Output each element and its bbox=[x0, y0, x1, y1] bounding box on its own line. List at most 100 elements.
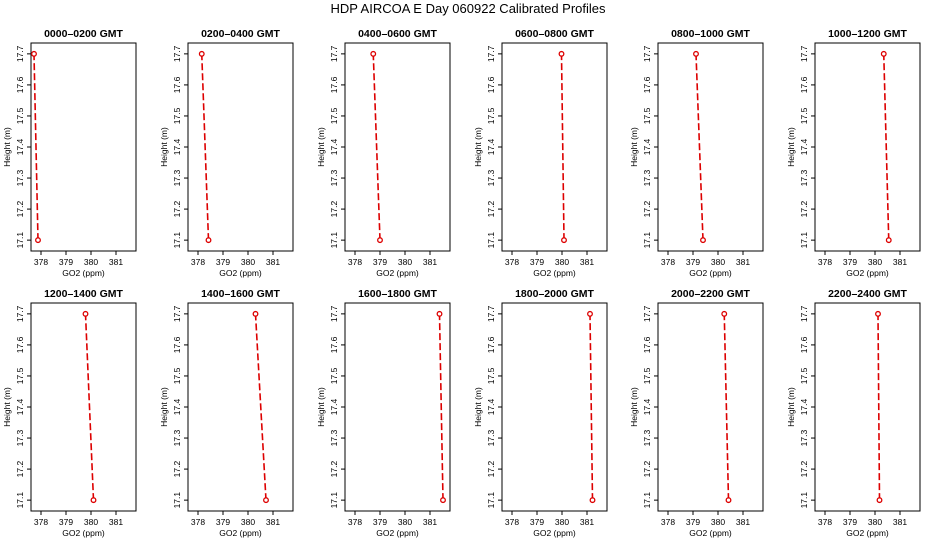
x-tick-label: 379 bbox=[216, 257, 230, 267]
x-tick-label: 381 bbox=[423, 517, 437, 527]
y-tick-label: 17.1 bbox=[642, 492, 652, 509]
y-tick-label: 17.6 bbox=[486, 336, 496, 353]
y-tick-label: 17.6 bbox=[329, 336, 339, 353]
x-tick-label: 380 bbox=[398, 517, 412, 527]
x-tick-label: 378 bbox=[34, 257, 48, 267]
y-tick-label: 17.4 bbox=[15, 138, 25, 155]
y-tick-label: 17.7 bbox=[15, 305, 25, 322]
x-tick-label: 381 bbox=[109, 517, 123, 527]
x-tick-label: 381 bbox=[266, 257, 280, 267]
y-tick-label: 17.1 bbox=[799, 492, 809, 509]
y-tick-label: 17.6 bbox=[172, 76, 182, 93]
y-tick-label: 17.5 bbox=[486, 367, 496, 384]
y-tick-label: 17.2 bbox=[329, 461, 339, 478]
profile-line bbox=[877, 313, 881, 501]
plot-frame bbox=[344, 42, 451, 252]
y-tick-label: 17.7 bbox=[172, 305, 182, 322]
panel-title: 1400–1600 GMT bbox=[201, 288, 280, 300]
y-axis-label: Height (m) bbox=[629, 127, 639, 167]
y-tick-label: 17.5 bbox=[486, 107, 496, 124]
x-tick-label: 381 bbox=[580, 257, 594, 267]
y-tick-label: 17.7 bbox=[486, 305, 496, 322]
x-tick-label: 379 bbox=[843, 517, 857, 527]
panel-title: 0400–0600 GMT bbox=[358, 28, 437, 40]
data-point bbox=[880, 50, 887, 57]
y-tick-label: 17.6 bbox=[642, 76, 652, 93]
y-tick-label: 17.3 bbox=[799, 170, 809, 187]
y-tick-label: 17.1 bbox=[15, 232, 25, 249]
y-tick-label: 17.1 bbox=[799, 232, 809, 249]
panel-7: 1200–1400 GMT 378 379 380 381 17.1 17.2 17.3 17.… bbox=[2, 288, 137, 538]
data-point bbox=[885, 237, 892, 244]
y-tick-label: 17.6 bbox=[329, 76, 339, 93]
x-axis-label: GO2 (ppm) bbox=[219, 268, 262, 278]
y-tick-label: 17.4 bbox=[172, 398, 182, 415]
x-tick-label: 379 bbox=[59, 517, 73, 527]
data-point bbox=[198, 50, 205, 57]
y-tick-label: 17.2 bbox=[172, 201, 182, 218]
x-tick-label: 379 bbox=[686, 257, 700, 267]
plot-frame bbox=[501, 42, 608, 252]
x-tick-label: 378 bbox=[191, 257, 205, 267]
x-axis-label: GO2 (ppm) bbox=[533, 268, 576, 278]
plot-frame bbox=[814, 42, 921, 252]
y-tick-label: 17.2 bbox=[329, 201, 339, 218]
x-tick-label: 379 bbox=[530, 517, 544, 527]
x-tick-label: 380 bbox=[398, 257, 412, 267]
panel-title: 0600–0800 GMT bbox=[515, 28, 594, 40]
plot-frame bbox=[187, 42, 294, 252]
x-axis-label: GO2 (ppm) bbox=[376, 528, 419, 538]
y-tick-label: 17.6 bbox=[15, 336, 25, 353]
data-point bbox=[35, 237, 41, 244]
x-tick-label: 379 bbox=[843, 257, 857, 267]
x-tick-label: 381 bbox=[266, 517, 280, 527]
data-point bbox=[587, 310, 593, 317]
x-tick-label: 381 bbox=[893, 257, 907, 267]
y-tick-label: 17.7 bbox=[799, 305, 809, 322]
panel-title: 1200–1400 GMT bbox=[44, 288, 123, 300]
y-tick-label: 17.7 bbox=[15, 45, 25, 62]
y-tick-label: 17.1 bbox=[329, 232, 339, 249]
x-axis-label: GO2 (ppm) bbox=[689, 268, 732, 278]
y-tick-label: 17.2 bbox=[486, 461, 496, 478]
profile-line bbox=[438, 313, 444, 501]
y-tick-label: 17.3 bbox=[486, 170, 496, 187]
data-point bbox=[31, 50, 37, 57]
y-tick-label: 17.4 bbox=[799, 138, 809, 155]
y-tick-label: 17.7 bbox=[642, 305, 652, 322]
x-tick-label: 379 bbox=[530, 257, 544, 267]
data-point bbox=[875, 310, 881, 317]
data-point bbox=[205, 237, 212, 244]
x-tick-label: 379 bbox=[216, 517, 230, 527]
y-tick-label: 17.6 bbox=[799, 76, 809, 93]
chart-panels: 0000–0200 GMT 378 379 380 381 17.1 17.2 17.3 17.… bbox=[2, 28, 921, 538]
y-tick-label: 17.1 bbox=[329, 492, 339, 509]
y-tick-label: 17.7 bbox=[642, 45, 652, 62]
profile-line bbox=[33, 53, 39, 241]
profile-line bbox=[695, 53, 704, 241]
y-axis-label: Height (m) bbox=[159, 387, 169, 427]
y-tick-label: 17.3 bbox=[172, 430, 182, 447]
x-tick-label: 378 bbox=[191, 517, 205, 527]
data-point bbox=[721, 310, 728, 317]
panel-title: 2200–2400 GMT bbox=[828, 288, 907, 300]
y-tick-label: 17.5 bbox=[642, 107, 652, 124]
profile-line bbox=[200, 53, 210, 241]
y-tick-label: 17.5 bbox=[15, 107, 25, 124]
y-tick-label: 17.2 bbox=[15, 461, 25, 478]
x-tick-label: 380 bbox=[84, 517, 98, 527]
x-tick-label: 380 bbox=[711, 517, 725, 527]
y-tick-label: 17.1 bbox=[642, 232, 652, 249]
y-tick-label: 17.4 bbox=[486, 398, 496, 415]
y-tick-label: 17.6 bbox=[172, 336, 182, 353]
plot-frame bbox=[657, 42, 764, 252]
panel-9: 1600–1800 GMT 378 379 380 381 17.1 17.2 17.3 17.… bbox=[316, 288, 451, 538]
x-tick-label: 378 bbox=[818, 517, 832, 527]
x-tick-label: 378 bbox=[818, 257, 832, 267]
x-tick-label: 378 bbox=[348, 257, 362, 267]
panel-3: 0400–0600 GMT 378 379 380 381 17.1 17.2 17.3 17.… bbox=[316, 28, 451, 278]
x-axis-label: GO2 (ppm) bbox=[533, 528, 576, 538]
y-tick-label: 17.3 bbox=[486, 430, 496, 447]
y-tick-label: 17.5 bbox=[15, 367, 25, 384]
